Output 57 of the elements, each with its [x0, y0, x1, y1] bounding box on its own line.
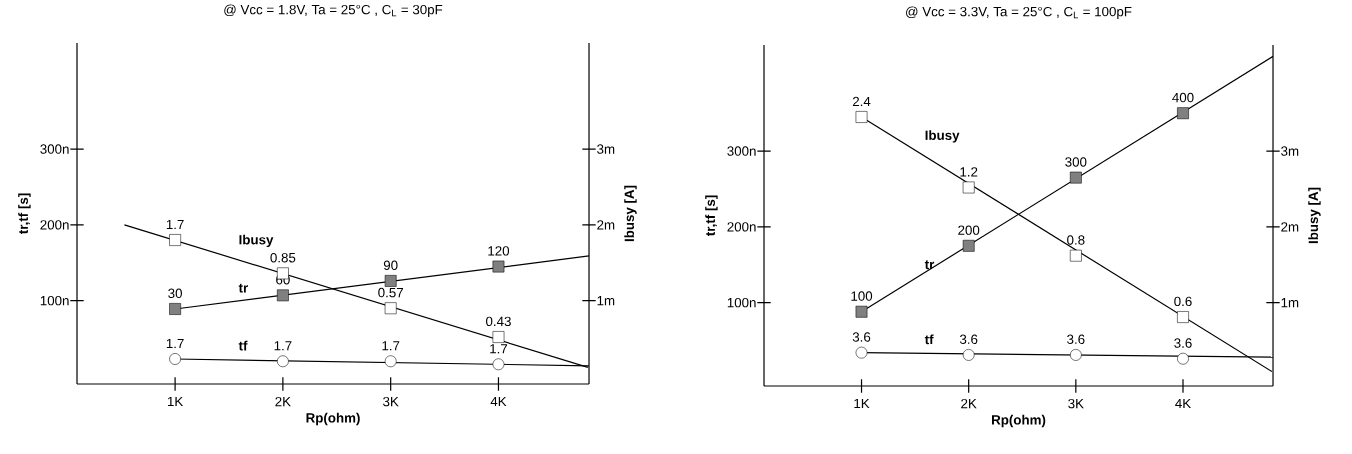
annotation: 300 — [1065, 157, 1087, 167]
annotation: 200 — [958, 225, 980, 235]
y2-tick-label: 2m — [1281, 222, 1299, 232]
annotation: 1.7 — [166, 338, 184, 349]
annotation: 0.8 — [1067, 235, 1085, 245]
x-axis-title: Rp(ohm) — [306, 412, 360, 426]
annotation: 1.7 — [166, 219, 184, 230]
y2-tick-label: 1m — [597, 296, 615, 306]
y-tick-label: 200n — [727, 222, 756, 232]
series-label: Ibusy — [239, 234, 274, 248]
text: tr — [924, 260, 935, 270]
annotation: 0.43 — [486, 316, 511, 327]
annotation: 3.6 — [1174, 338, 1192, 348]
annotation: 3.6 — [852, 332, 871, 342]
y2-tick-label: 3m — [597, 144, 615, 154]
y2-axis-title: Ibusy [A] — [624, 185, 637, 242]
y2-axis-title: Ibusy [A] — [1308, 187, 1321, 244]
text: Ibusy — [925, 130, 960, 143]
annotation: 0.6 — [1174, 296, 1192, 307]
annotation: 1.7 — [274, 341, 292, 351]
x-tick-label: 4K — [1175, 398, 1191, 409]
x-tick-label: 3K — [1068, 398, 1084, 409]
y2-tick-label: 1m — [1281, 298, 1299, 308]
x-tick-label: 2K — [961, 398, 977, 409]
y2-tick-label: 3m — [1281, 146, 1299, 156]
text: tf — [238, 340, 248, 351]
y-tick-label: 100n — [727, 297, 756, 308]
y-tick-label: 300n — [40, 144, 69, 154]
x-tick-label: 1K — [854, 398, 870, 409]
x-tick-label: 1K — [167, 396, 184, 407]
annotation: 120 — [488, 246, 510, 256]
annotation: 1.7 — [382, 341, 400, 351]
text: tr — [238, 283, 249, 293]
annotation: 3.6 — [1067, 334, 1085, 344]
annotation: 0.85 — [270, 253, 296, 263]
y-tick-label: 100n — [40, 295, 69, 306]
x-tick-label: 2K — [275, 396, 291, 407]
annotation: 90 — [383, 260, 398, 270]
y-axis-title: tr,tf [s] — [705, 195, 718, 237]
chart-title: @ Vcc = 1.8V, Ta = 25°C , C$_{L}$ = 30pF — [224, 4, 443, 17]
y-tick-label: 200n — [40, 220, 69, 230]
annotation: 1.2 — [960, 167, 978, 177]
y-tick-label: 300n — [727, 146, 756, 156]
annotation: 1.7 — [490, 344, 508, 354]
chart-title: @ Vcc = 3.3V, Ta = 25°C , C$_{L}$ = 100pF — [906, 6, 1132, 19]
annotation: 400 — [1172, 92, 1194, 103]
y2-tick-label: 2m — [597, 220, 615, 230]
annotation: 30 — [168, 288, 182, 299]
x-tick-label: 4K — [490, 396, 507, 407]
annotation: 2.4 — [852, 96, 871, 107]
annotation: 3.6 — [959, 334, 978, 344]
text: tf — [924, 334, 934, 345]
y-axis-title: tr,tf [s] — [18, 193, 31, 235]
annotation: 100 — [851, 291, 873, 301]
x-tick-label: 3K — [383, 396, 399, 407]
annotation: 0.57 — [378, 287, 403, 298]
x-axis-title: Rp(ohm) — [992, 414, 1046, 428]
